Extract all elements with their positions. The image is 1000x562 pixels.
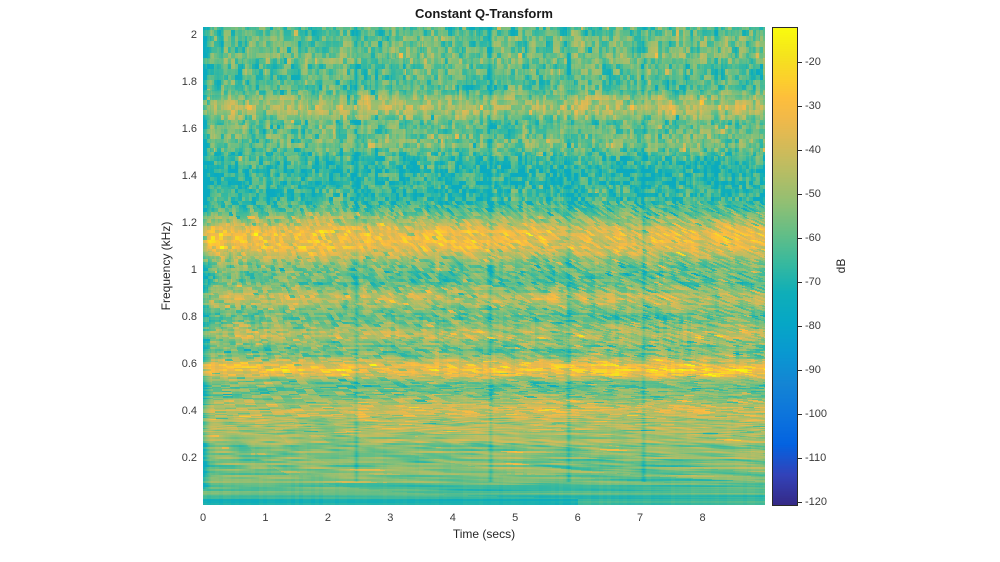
colorbar-tick-mark xyxy=(798,414,802,415)
plot-title: Constant Q-Transform xyxy=(415,6,553,21)
colorbar-tick-label: -100 xyxy=(805,408,828,421)
colorbar-tick-mark xyxy=(798,194,802,195)
colorbar-tick-mark xyxy=(798,282,802,283)
colorbar-tick-label: -40 xyxy=(805,144,821,157)
y-axis-tick-label: 0.2 xyxy=(181,451,197,464)
y-axis-tick-label: 0.8 xyxy=(181,310,197,323)
y-axis-tick-label: 1 xyxy=(190,263,197,276)
x-axis-tick-label: 3 xyxy=(387,512,394,524)
colorbar xyxy=(772,27,798,506)
colorbar-tick-label: -50 xyxy=(805,188,821,201)
colorbar-tick-mark xyxy=(798,62,802,63)
spectrogram-image xyxy=(203,27,765,505)
colorbar-tick-label: -70 xyxy=(805,276,821,289)
colorbar-tick-label: -60 xyxy=(805,232,821,245)
y-axis-tick-label: 2 xyxy=(190,28,197,41)
x-axis-tick-label: 6 xyxy=(574,512,581,524)
x-axis-tick-label: 7 xyxy=(637,512,644,524)
colorbar-tick-mark xyxy=(798,502,802,503)
x-axis-tick-label: 4 xyxy=(449,512,456,524)
colorbar-tick-mark xyxy=(798,238,802,239)
colorbar-tick-label: -90 xyxy=(805,364,821,377)
colorbar-tick-label: -30 xyxy=(805,100,821,113)
colorbar-tick-mark xyxy=(798,106,802,107)
colorbar-unit-label: dB xyxy=(834,258,848,274)
x-axis-tick-label: 8 xyxy=(699,512,706,524)
y-axis-tick-label: 1.4 xyxy=(181,169,197,182)
colorbar-tick-label: -20 xyxy=(805,56,821,69)
colorbar-tick-label: -80 xyxy=(805,320,821,333)
x-axis-tick-label: 0 xyxy=(199,512,207,524)
y-axis-tick-label: 1.8 xyxy=(181,75,197,88)
colorbar-tick-label: -110 xyxy=(805,452,827,465)
y-axis-tick-label: 1.2 xyxy=(181,216,197,229)
colorbar-gradient xyxy=(773,28,797,505)
x-axis-tick-label: 2 xyxy=(324,512,331,524)
colorbar-tick-mark xyxy=(798,370,802,371)
y-axis-tick-label: 0.6 xyxy=(181,357,197,370)
colorbar-tick-mark xyxy=(798,150,802,151)
y-axis-tick-label: 1.6 xyxy=(181,122,197,135)
colorbar-tick-label: -120 xyxy=(805,496,828,509)
y-axis-tick-label: 0.4 xyxy=(181,404,197,417)
x-axis-tick-label: 5 xyxy=(512,512,519,524)
x-axis-tick-label: 1 xyxy=(262,512,269,524)
colorbar-tick-mark xyxy=(798,458,802,459)
colorbar-tick-mark xyxy=(798,326,802,327)
x-axis-label: Time (secs) xyxy=(452,527,516,541)
